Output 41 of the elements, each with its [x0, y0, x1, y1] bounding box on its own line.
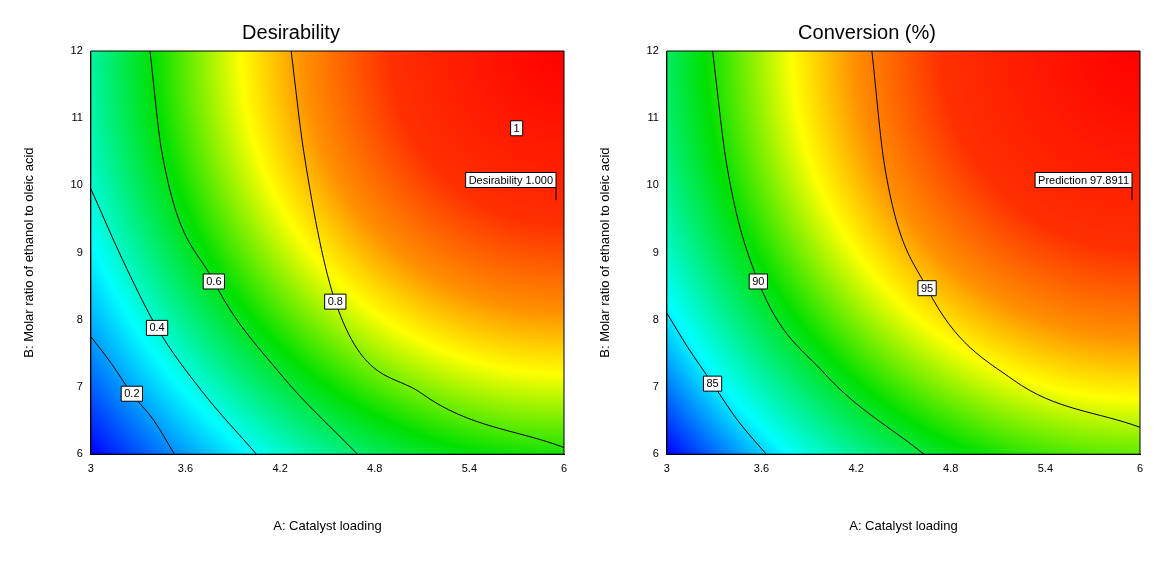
- x-tick-label: 5.4: [461, 461, 478, 474]
- series-label: 0.2: [124, 387, 140, 400]
- y-axis-title: B: Molar ratio of ethanol to oleic acid: [597, 147, 613, 358]
- x-tick-label: 4.8: [367, 461, 383, 474]
- x-tick-label: 3: [663, 461, 670, 474]
- x-tick-label: 3.6: [753, 461, 770, 474]
- series-label: 85: [706, 377, 719, 390]
- chart-title: Desirability: [242, 20, 340, 43]
- y-tick-label: 9: [76, 245, 83, 258]
- y-axis-title: B: Molar ratio of ethanol to oleic acid: [21, 147, 37, 358]
- series-label: 0.8: [327, 295, 343, 308]
- x-axis-title: A: Catalyst loading: [849, 517, 958, 533]
- x-tick-label: 6: [560, 461, 568, 474]
- annotation: 1: [513, 121, 520, 134]
- series-label: 90: [752, 275, 765, 288]
- annotation: Prediction 97.8911: [1038, 173, 1129, 186]
- y-tick-label: 6: [652, 447, 659, 460]
- y-tick-label: 11: [71, 111, 83, 124]
- x-tick-label: 6: [1136, 461, 1144, 474]
- y-tick-label: 7: [652, 380, 659, 393]
- annotation: Desirability 1.000: [468, 173, 553, 186]
- y-tick-label: 9: [652, 245, 659, 258]
- x-tick-label: 4.8: [943, 461, 959, 474]
- series-label: 95: [920, 281, 934, 294]
- y-tick-label: 6: [76, 447, 83, 460]
- y-tick-label: 12: [70, 44, 83, 57]
- y-tick-label: 8: [652, 312, 659, 325]
- chart-title: Conversion (%): [798, 20, 936, 43]
- y-tick-label: 11: [647, 111, 659, 124]
- series-label: 0.6: [206, 275, 222, 288]
- x-tick-label: 4.2: [272, 461, 288, 474]
- x-tick-label: 3.6: [177, 461, 194, 474]
- x-tick-label: 3: [87, 461, 94, 474]
- y-tick-label: 12: [646, 44, 659, 57]
- y-tick-label: 8: [76, 312, 83, 325]
- y-tick-label: 10: [646, 178, 659, 191]
- y-tick-label: 10: [70, 178, 83, 191]
- x-tick-label: 4.2: [848, 461, 864, 474]
- x-axis-title: A: Catalyst loading: [273, 517, 382, 533]
- y-tick-label: 7: [76, 380, 83, 393]
- x-tick-label: 5.4: [1037, 461, 1054, 474]
